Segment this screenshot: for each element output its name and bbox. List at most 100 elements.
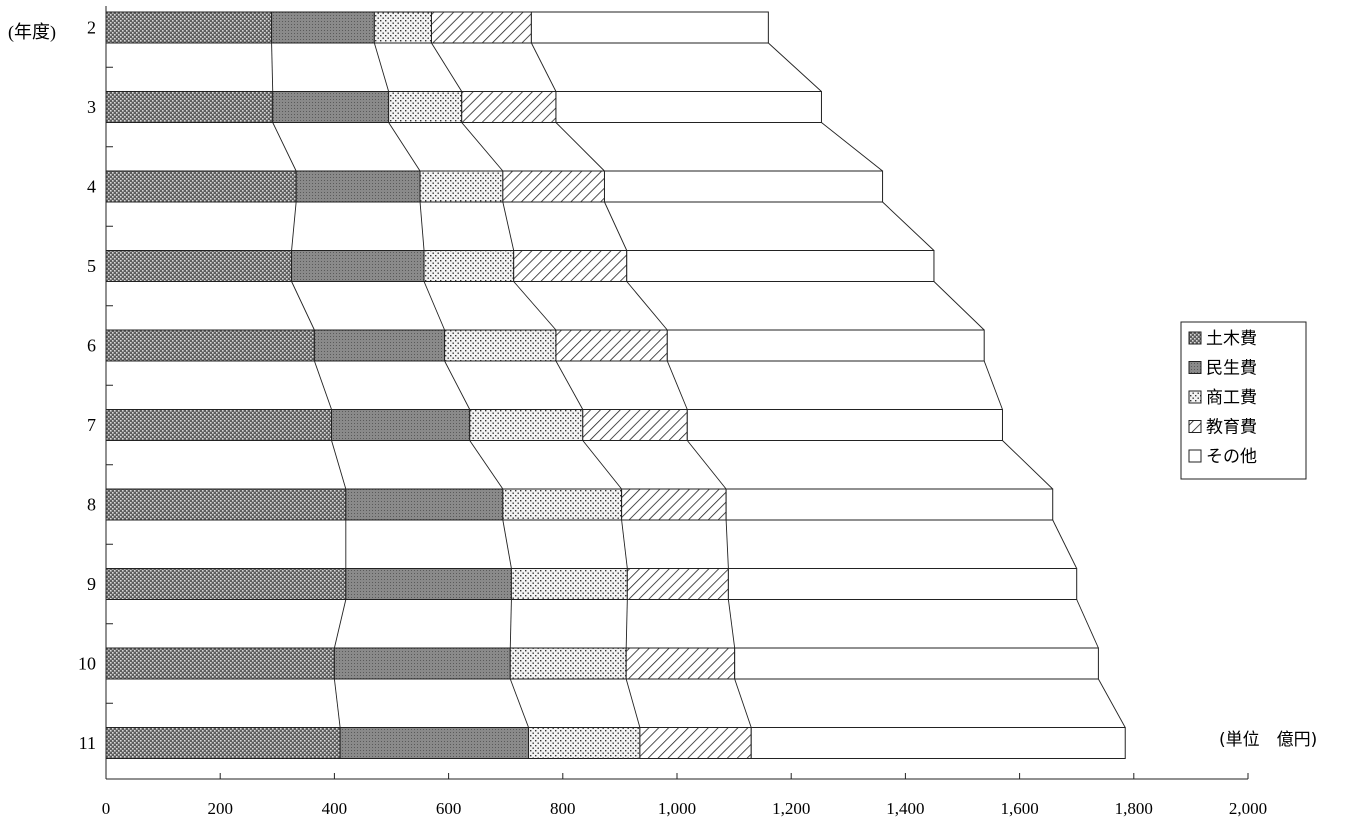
legend-swatch-1 [1188, 331, 1202, 345]
bar-segment-2-1 [105, 11, 273, 44]
bar-segment-9-1 [105, 568, 347, 600]
connector-line [333, 678, 341, 728]
connector-line [625, 678, 641, 728]
x-tick-label-1,800: 1,800 [1115, 799, 1153, 818]
bar-segment-7-5 [686, 409, 1003, 441]
bar-segment-5-1 [105, 250, 293, 282]
category-label-10: 10 [78, 654, 96, 674]
connector-line [983, 360, 1003, 410]
x-tick-label-1,600: 1,600 [1000, 799, 1038, 818]
bar-segment-4-2 [295, 170, 421, 203]
legend-label-2: 民生費 [1206, 359, 1257, 379]
bar-segment-6-2 [313, 329, 446, 362]
connector-line [734, 678, 752, 728]
connector-line [725, 519, 729, 569]
bar-segment-3-1 [105, 91, 274, 123]
connector-line [419, 201, 425, 251]
connector-line [444, 360, 471, 410]
bar-segment-10-5 [734, 647, 1099, 680]
category-label-8: 8 [87, 495, 96, 515]
bar-segment-4-4 [502, 170, 605, 203]
bar-segment-8-3 [502, 488, 623, 521]
bar-segment-6-3 [444, 329, 557, 362]
category-label-3: 3 [87, 97, 96, 117]
bar-segment-9-2 [345, 568, 512, 600]
bar-segment-5-5 [626, 250, 935, 282]
connector-line [388, 122, 421, 172]
x-tick-label-200: 200 [207, 799, 233, 818]
bar-segment-10-3 [509, 647, 627, 680]
connector-line [727, 599, 736, 649]
bar-segment-10-1 [105, 647, 335, 680]
bar-segment-11-3 [528, 727, 641, 759]
legend-swatch-5 [1188, 449, 1202, 463]
legend-swatch-4 [1188, 420, 1202, 433]
bar-segment-6-4 [555, 329, 668, 362]
connector-line [530, 42, 557, 92]
connector-line [331, 440, 347, 490]
connector-line [291, 201, 297, 251]
bar-segment-7-3 [469, 409, 584, 441]
x-tick-label-1,400: 1,400 [886, 799, 924, 818]
bar-segment-7-2 [331, 409, 471, 441]
bar-segment-10-4 [625, 647, 736, 680]
bar-segment-11-2 [339, 727, 530, 759]
legend-label-4: 教育費 [1206, 418, 1257, 438]
connector-line [513, 281, 557, 331]
connector-line [1052, 519, 1078, 569]
bar-segment-7-1 [105, 409, 333, 441]
connector-line [686, 440, 727, 490]
category-label-11: 11 [79, 733, 96, 753]
bar-segment-3-3 [388, 91, 463, 123]
x-tick-label-400: 400 [322, 799, 348, 818]
category-label-7: 7 [87, 415, 96, 435]
bar-segment-11-5 [750, 727, 1126, 759]
bar-segment-10-2 [333, 647, 511, 680]
connector-line [272, 122, 297, 172]
bar-segment-4-5 [603, 170, 884, 203]
category-label-4: 4 [87, 177, 96, 197]
connector-line [423, 281, 446, 331]
connector-line [271, 42, 274, 92]
connector-line [1076, 599, 1099, 649]
bar-segment-11-4 [639, 727, 752, 759]
bar-segment-6-1 [105, 329, 315, 362]
bar-segment-9-3 [510, 568, 628, 600]
connector-line [431, 42, 463, 92]
x-axis: 0 200 400 600 800 1,000 1,200 1,400 1,600 1,800 2,… [102, 6, 1267, 818]
x-tick-label-1,200: 1,200 [772, 799, 810, 818]
bar-segment-3-5 [555, 91, 822, 123]
unit-label: (単位 億円) [1219, 730, 1317, 750]
bars-group [105, 11, 1126, 759]
connector-line [555, 360, 584, 410]
category-label-9: 9 [87, 574, 96, 594]
connector-line [461, 122, 504, 172]
bar-segment-2-3 [373, 11, 432, 44]
connector-lines [271, 42, 1126, 728]
category-label-5: 5 [87, 256, 96, 276]
category-labels: 2 3 4 5 6 7 8 9 10 11 [78, 18, 96, 754]
bar-segment-8-2 [345, 488, 504, 521]
bar-segment-2-4 [430, 11, 532, 44]
connector-line [821, 122, 883, 172]
x-tick-label-800: 800 [550, 799, 576, 818]
connector-line [313, 360, 332, 410]
legend-swatch-3 [1188, 390, 1202, 404]
connector-line [509, 678, 529, 728]
connector-line [582, 440, 622, 490]
y-axis-title: (年度) [8, 22, 56, 43]
connector-line [625, 599, 628, 649]
connector-line [604, 201, 628, 251]
connector-line [333, 599, 347, 649]
bar-segment-8-1 [105, 488, 347, 521]
bar-segment-7-4 [582, 409, 688, 441]
bar-segment-5-4 [513, 250, 628, 282]
bar-segment-4-3 [419, 170, 504, 203]
connector-line [666, 360, 688, 410]
bar-segment-5-3 [423, 250, 515, 282]
legend-label-3: 商工費 [1206, 388, 1257, 408]
bar-segment-11-1 [105, 727, 341, 759]
connector-line [502, 519, 512, 569]
